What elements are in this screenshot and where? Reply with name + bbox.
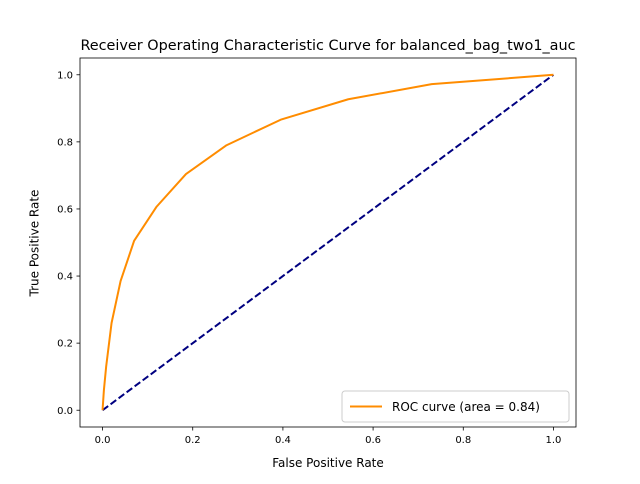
plot-frame bbox=[79, 57, 577, 428]
y-tick-label: 1.0 bbox=[57, 70, 73, 81]
x-tick-label: 0.8 bbox=[455, 435, 471, 446]
y-tick-label: 0.2 bbox=[57, 339, 73, 350]
legend-frame bbox=[341, 390, 570, 423]
x-tick-label: 0.6 bbox=[365, 435, 381, 446]
y-tick-label: 0.6 bbox=[57, 205, 73, 216]
y-tick-label: 0.4 bbox=[57, 272, 73, 283]
x-tick-label: 0.4 bbox=[275, 435, 291, 446]
y-tick-label: 0.8 bbox=[57, 137, 73, 148]
legend: ROC curve (area = 0.84) bbox=[341, 390, 570, 423]
ticks-layer: 0.0 0.2 0.4 0.6 0.8 1.0 0.0 0.2 0.4 0.6 0.8 1.0 bbox=[57, 70, 561, 446]
y-tick-label: 0.0 bbox=[57, 406, 73, 417]
series-layer bbox=[101, 73, 555, 412]
legend-label-roc: ROC curve (area = 0.84) bbox=[392, 400, 540, 414]
chart-title: Receiver Operating Characteristic Curve … bbox=[80, 38, 575, 54]
roc-curve-line bbox=[101, 73, 554, 411]
x-tick-label: 0.0 bbox=[95, 435, 111, 446]
x-tick-label: 1.0 bbox=[546, 435, 562, 446]
x-axis-label: False Positive Rate bbox=[272, 456, 384, 470]
chance-diagonal-line bbox=[101, 73, 555, 412]
x-tick-label: 0.2 bbox=[185, 435, 201, 446]
y-axis-label: True Positive Rate bbox=[28, 190, 42, 298]
axes-layer bbox=[79, 57, 577, 428]
